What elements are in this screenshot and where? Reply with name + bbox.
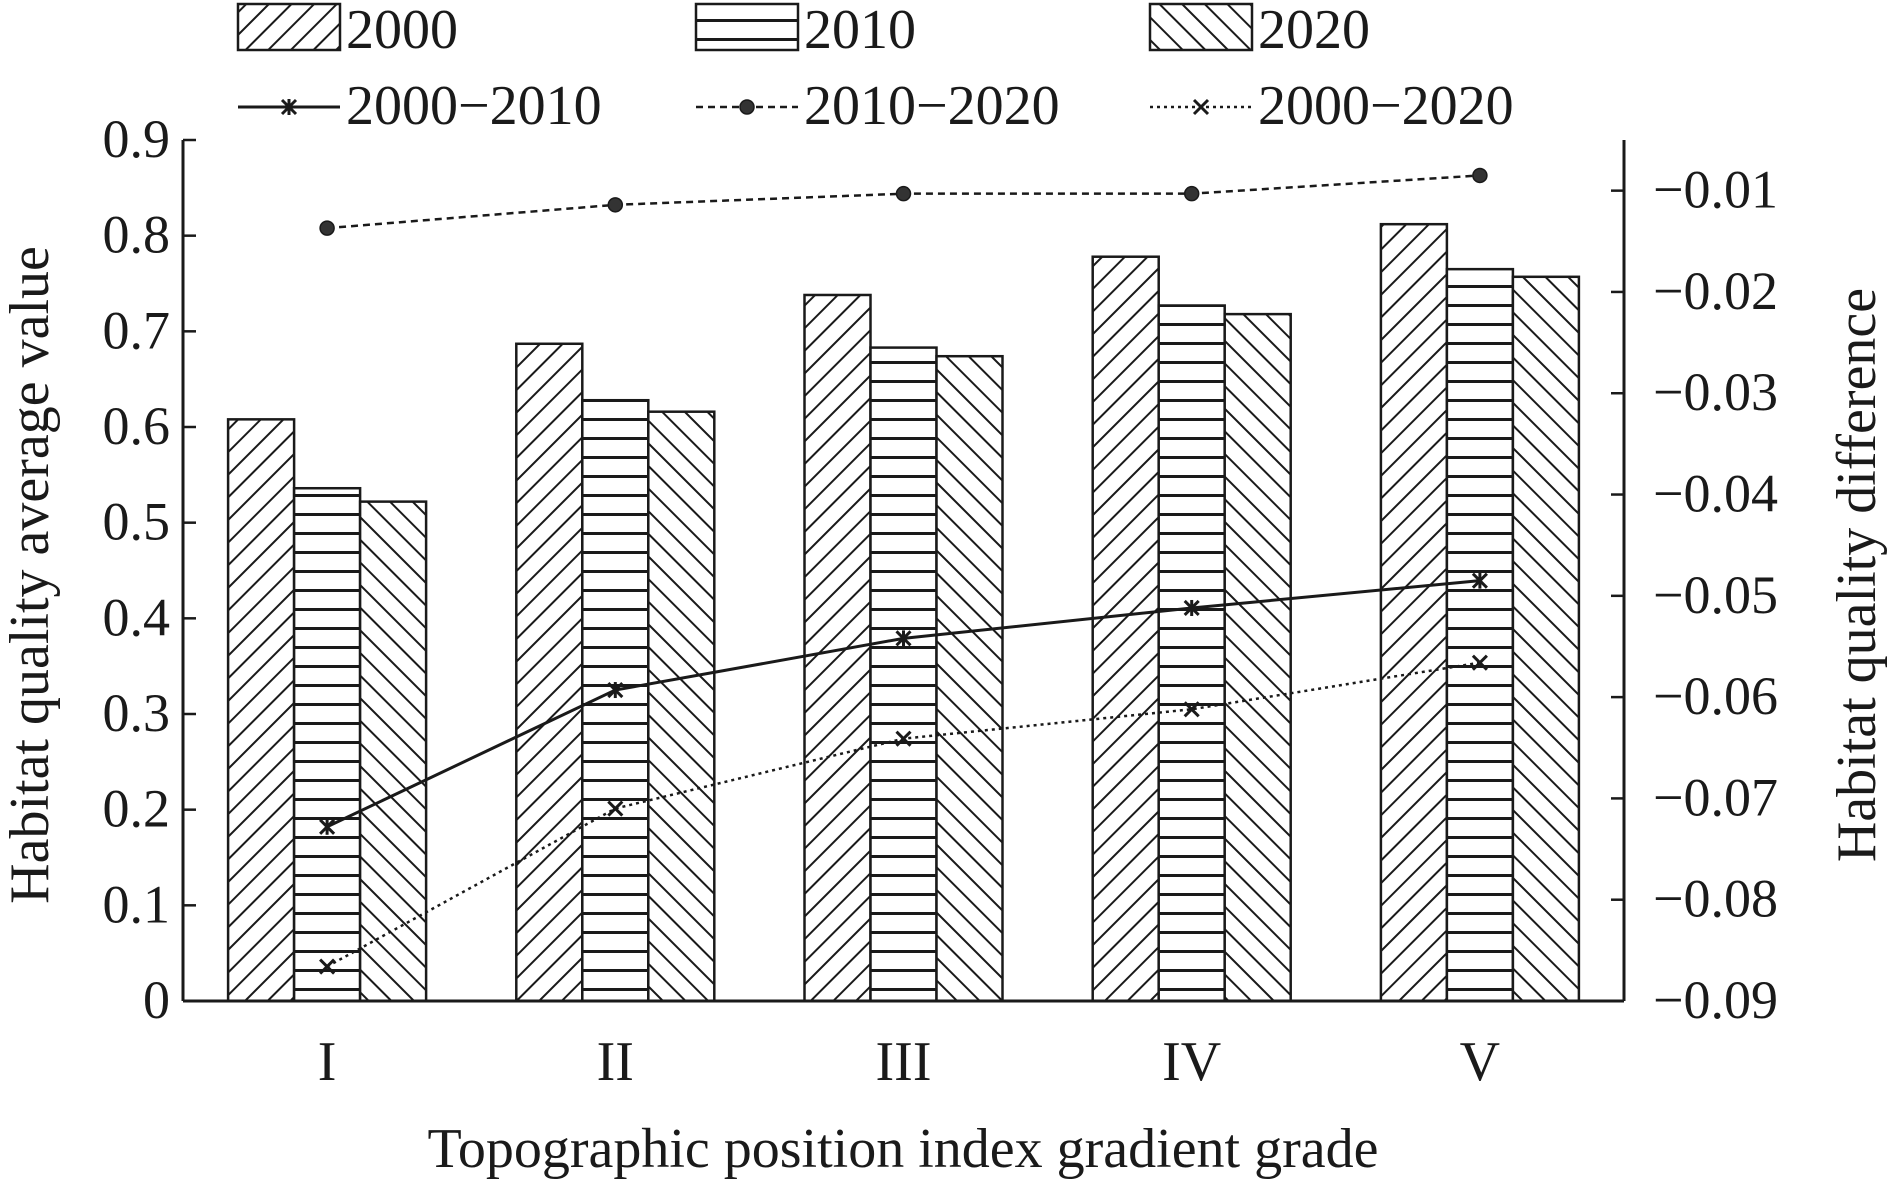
data-point <box>607 800 624 817</box>
right-y-tick-label: −0.01 <box>1653 160 1778 220</box>
data-point <box>1471 572 1488 589</box>
legend-label: 2000 <box>346 0 458 61</box>
right-y-tick-label: −0.03 <box>1653 362 1778 422</box>
left-y-tick-label: 0.2 <box>103 779 171 839</box>
left-y-ticks: 0 0.1 0.2 0.3 0.4 0.5 0.6 0.7 0.8 0.9 <box>103 109 196 1030</box>
data-point-stroke-b <box>319 958 336 975</box>
right-y-tick-label: −0.04 <box>1653 464 1778 524</box>
bar <box>358 500 428 1003</box>
right-y-tick-label: −0.05 <box>1653 565 1778 625</box>
right-y-ticks: −0.09 −0.08 −0.07 −0.06 −0.05 −0.04 −0.03 −0.02… <box>1611 160 1778 1030</box>
x-tick-label: IV <box>1162 1031 1221 1093</box>
legend-label: 2010 <box>804 0 916 61</box>
legend-swatch <box>1148 2 1254 52</box>
x-tick-label: V <box>1460 1031 1500 1093</box>
left-y-tick-label: 0.8 <box>103 205 171 265</box>
data-point-stroke-b <box>1471 654 1488 671</box>
data-point <box>1183 185 1200 202</box>
left-y-tick-label: 0.4 <box>103 587 171 647</box>
right-y-tick-label: −0.06 <box>1653 666 1778 726</box>
bar <box>1091 255 1160 1003</box>
lines-layer <box>319 167 1488 975</box>
legend-marker-shape <box>739 99 755 115</box>
x-tick-label: I <box>318 1031 337 1093</box>
left-y-tick-label: 0.9 <box>103 109 171 169</box>
left-y-tick-label: 0.3 <box>103 683 171 743</box>
bar <box>1445 267 1515 1003</box>
legend-swatch <box>694 2 800 52</box>
right-y-tick-label: −0.09 <box>1653 970 1778 1030</box>
data-point <box>607 197 624 213</box>
data-point-shape <box>895 185 912 202</box>
left-y-tick-label: 0.6 <box>103 396 171 456</box>
bar <box>292 486 362 1003</box>
bar <box>1157 304 1226 1003</box>
data-point <box>319 220 335 236</box>
bar <box>515 342 584 1003</box>
bar <box>1511 275 1581 1003</box>
bar <box>647 410 716 1003</box>
left-y-tick-label: 0 <box>143 970 170 1030</box>
bar <box>869 346 938 1003</box>
legend-marker <box>280 98 298 116</box>
left-y-axis-title: Habitat quality average value <box>0 246 61 904</box>
legend: 2000 2010 2020 2000−2010 2010−2020 2000−2020 <box>236 0 1514 137</box>
data-point-shape <box>319 220 335 236</box>
x-tick-label: III <box>876 1031 932 1093</box>
data-point <box>319 818 336 835</box>
legend-marker-stroke-b <box>1192 98 1210 116</box>
data-point <box>895 730 912 747</box>
data-point <box>607 681 624 699</box>
data-point <box>319 958 336 975</box>
data-point <box>1183 701 1200 718</box>
bar <box>1379 222 1449 1003</box>
data-point-shape <box>607 197 624 213</box>
x-axis-title: Topographic position index gradient grad… <box>428 1118 1379 1180</box>
legend-label: 2020 <box>1258 0 1370 61</box>
series-line <box>326 174 1480 230</box>
bar <box>803 293 872 1003</box>
left-y-tick-label: 0.5 <box>103 492 171 552</box>
data-point-shape <box>1183 185 1200 202</box>
left-y-tick-label: 0.1 <box>103 874 171 934</box>
bar <box>1223 312 1292 1003</box>
axes <box>181 140 1626 1003</box>
right-y-axis-title: Habitat quality difference <box>1826 288 1888 862</box>
right-y-tick-label: −0.07 <box>1653 767 1778 827</box>
data-point-stroke-b <box>607 800 624 817</box>
data-point-stroke-b <box>1183 701 1200 718</box>
bars-layer <box>226 222 1581 1003</box>
bar <box>226 418 296 1003</box>
legend-label: 2000−2010 <box>346 75 602 137</box>
right-y-tick-label: −0.02 <box>1653 261 1778 321</box>
data-point-stroke-b <box>895 730 912 747</box>
data-point <box>895 185 912 202</box>
legend-label: 2000−2020 <box>1258 75 1514 137</box>
left-y-tick-label: 0.7 <box>103 300 171 360</box>
x-tick-label: II <box>597 1031 634 1093</box>
data-point-shape <box>1472 167 1488 184</box>
data-point <box>1472 167 1488 184</box>
legend-marker <box>739 99 755 115</box>
data-point <box>1183 599 1200 617</box>
data-point <box>895 630 912 647</box>
legend-label: 2010−2020 <box>804 75 1060 137</box>
legend-swatch <box>236 2 342 52</box>
right-y-tick-label: −0.08 <box>1653 869 1778 929</box>
legend-marker <box>1192 98 1210 116</box>
x-ticks: I II III IV V <box>318 1031 1500 1093</box>
data-point <box>1471 654 1488 671</box>
bar <box>935 354 1004 1003</box>
